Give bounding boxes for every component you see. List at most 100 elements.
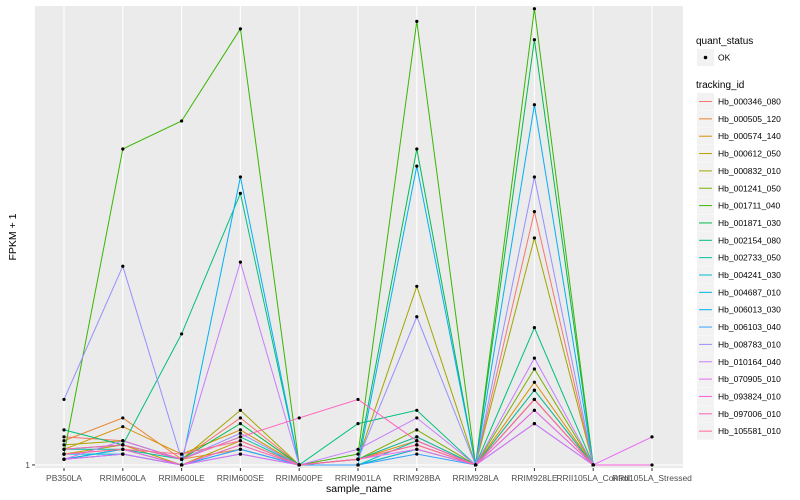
- data-point: [356, 457, 360, 461]
- data-point: [415, 452, 419, 456]
- data-point: [238, 435, 242, 439]
- data-point: [238, 260, 242, 264]
- data-point: [356, 422, 360, 426]
- data-point: [356, 397, 360, 402]
- data-point: [474, 463, 478, 467]
- x-tick-label: RRIM928BA: [393, 473, 441, 483]
- legend: quant_status OK tracking_id Hb_000346_08…: [696, 36, 781, 440]
- data-point: [532, 388, 537, 392]
- data-point: [180, 119, 184, 123]
- data-point: [180, 452, 184, 456]
- legend-title-tracking-id: tracking_id: [696, 80, 744, 91]
- legend-label-hb_008783_010: Hb_008783_010: [718, 339, 781, 349]
- y-axis-title: FPKM + 1: [7, 213, 19, 260]
- data-point: [415, 447, 419, 451]
- data-point: [121, 447, 125, 451]
- series-lines: [63, 8, 653, 467]
- legend-label-hb_001241_050: Hb_001241_050: [718, 183, 781, 193]
- data-point: [238, 408, 242, 412]
- data-point: [415, 435, 419, 439]
- data-point: [415, 19, 419, 23]
- data-point: [180, 457, 184, 461]
- data-point: [62, 457, 66, 461]
- legend-label-hb_070905_010: Hb_070905_010: [718, 374, 781, 384]
- data-point: [356, 452, 360, 456]
- data-point: [415, 443, 419, 447]
- data-point: [532, 103, 537, 107]
- data-point: [238, 191, 242, 195]
- legend-label-hb_097006_010: Hb_097006_010: [718, 409, 781, 419]
- legend-label-hb_004241_030: Hb_004241_030: [718, 270, 781, 280]
- data-point: [238, 428, 242, 432]
- legend-label-hb_000346_080: Hb_000346_080: [718, 97, 781, 107]
- data-point: [62, 452, 66, 456]
- data-point: [415, 284, 419, 288]
- legend-label-ok: OK: [718, 53, 731, 63]
- data-point: [415, 147, 419, 151]
- legend-label-hb_000832_010: Hb_000832_010: [718, 166, 781, 176]
- y-axis: 1: [25, 460, 35, 470]
- data-point: [121, 443, 125, 447]
- data-point: [238, 443, 242, 447]
- data-point: [532, 380, 537, 384]
- data-point: [238, 439, 242, 443]
- legend-point-ok: [703, 55, 708, 60]
- x-tick-label: RRIM901LA: [335, 473, 382, 483]
- data-point: [532, 408, 537, 412]
- legend-label-hb_001711_040: Hb_001711_040: [718, 201, 781, 211]
- data-point: [238, 447, 242, 451]
- x-tick-label: RRIM600PE: [276, 473, 324, 483]
- data-point: [121, 452, 125, 456]
- data-point: [532, 236, 537, 240]
- data-point: [62, 439, 66, 443]
- data-point: [415, 408, 419, 412]
- data-point: [238, 422, 242, 426]
- data-point: [532, 326, 537, 330]
- x-tick-label: RRIM600LA: [100, 473, 147, 483]
- data-point: [121, 439, 125, 443]
- series-line-hb_010164_040: [63, 260, 594, 466]
- data-point: [415, 315, 419, 319]
- data-point: [297, 416, 301, 420]
- x-tick-label: RRIM600LE: [158, 473, 205, 483]
- legend-label-hb_000612_050: Hb_000612_050: [718, 149, 781, 159]
- data-point: [238, 431, 242, 435]
- data-point: [532, 175, 537, 179]
- x-axis-title: sample_name: [326, 483, 392, 495]
- data-point: [532, 367, 537, 371]
- data-point: [650, 463, 654, 467]
- legend-label-hb_002154_080: Hb_002154_080: [718, 235, 781, 245]
- x-tick-label: RRIM928LE: [511, 473, 558, 483]
- data-points: [62, 7, 654, 467]
- legend-label-hb_004687_010: Hb_004687_010: [718, 287, 781, 297]
- data-point: [121, 416, 125, 420]
- data-point: [415, 416, 419, 420]
- grid-lines: [35, 6, 683, 468]
- data-point: [62, 447, 66, 451]
- data-point: [532, 397, 537, 402]
- legend-label-hb_006103_040: Hb_006103_040: [718, 322, 781, 332]
- series-line-hb_001711_040: [63, 8, 594, 466]
- data-point: [238, 452, 242, 456]
- legend-label-hb_000574_140: Hb_000574_140: [718, 131, 781, 141]
- legend-label-hb_093824_010: Hb_093824_010: [718, 391, 781, 401]
- legend-label-hb_001871_030: Hb_001871_030: [718, 218, 781, 228]
- data-point: [591, 463, 595, 467]
- data-point: [532, 7, 537, 11]
- data-point: [62, 397, 66, 402]
- series-line-hb_002154_080: [63, 191, 594, 466]
- legend-label-hb_000505_120: Hb_000505_120: [718, 114, 781, 124]
- data-point: [356, 463, 360, 467]
- data-point: [238, 27, 242, 31]
- series-line-hb_105581_010: [63, 398, 594, 466]
- data-point: [532, 38, 537, 42]
- x-tick-label: RRII105LA_Stressed: [612, 473, 692, 483]
- x-tick-label: RRII105LA_Control: [556, 473, 630, 483]
- data-point: [297, 463, 301, 467]
- data-point: [238, 416, 242, 420]
- x-tick-label: PB350LA: [46, 473, 82, 483]
- legend-title-quant-status: quant_status: [696, 36, 753, 47]
- y-tick-label: 1: [25, 460, 30, 470]
- data-point: [415, 439, 419, 443]
- legend-label-hb_010164_040: Hb_010164_040: [718, 357, 781, 367]
